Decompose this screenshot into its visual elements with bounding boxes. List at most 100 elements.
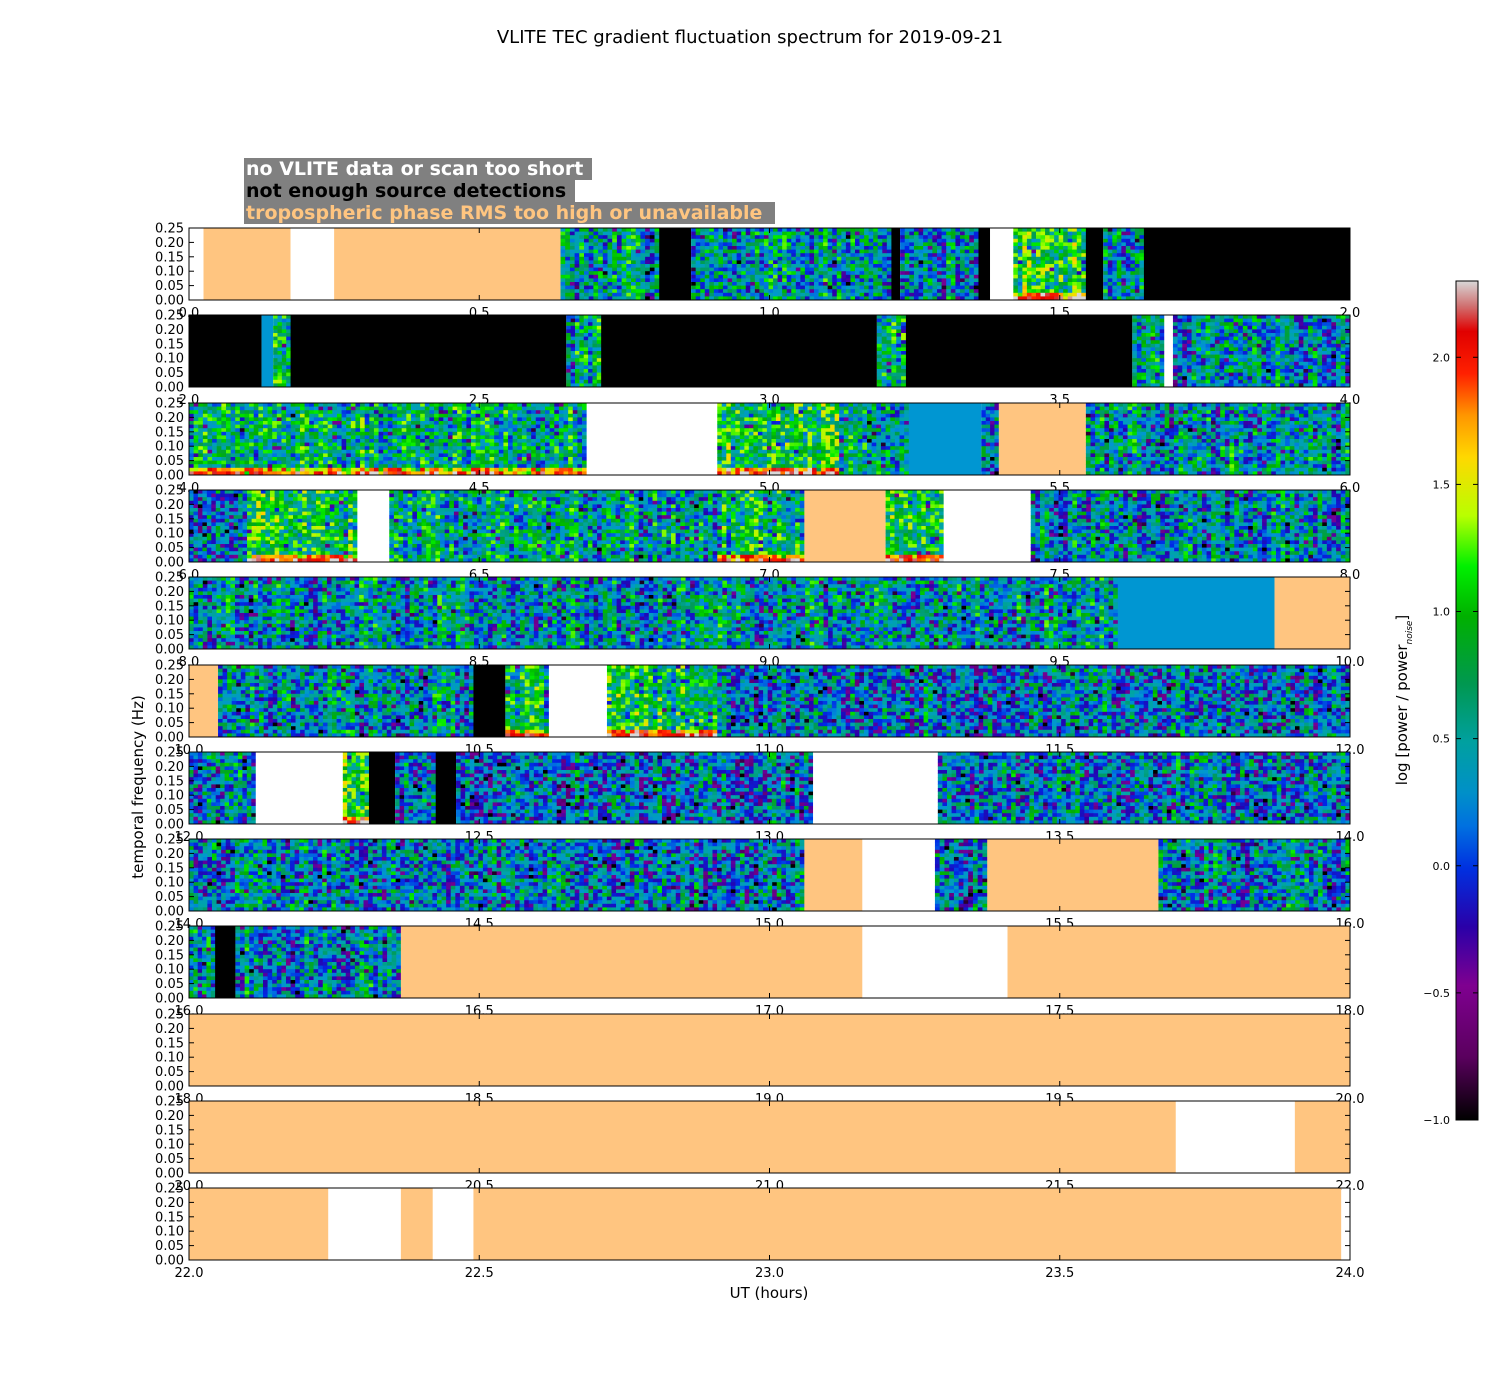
spectrum-cell bbox=[593, 239, 598, 243]
spectrum-cell bbox=[773, 239, 778, 243]
spectrum-cell bbox=[714, 282, 719, 286]
spectrum-cell bbox=[928, 293, 933, 297]
spectrum-cell bbox=[746, 268, 751, 272]
spectrum-cell bbox=[732, 271, 737, 275]
spectrum-cell bbox=[769, 282, 774, 286]
spectrum-cell bbox=[860, 239, 865, 243]
spectrum-cell bbox=[696, 260, 701, 264]
spectrum-cell bbox=[800, 260, 805, 264]
spectrum-cell bbox=[718, 239, 723, 243]
spectrum-cell bbox=[769, 264, 774, 268]
spectrum-cell bbox=[887, 275, 892, 279]
spectrum-cell bbox=[905, 260, 910, 264]
spectrum-cell bbox=[650, 289, 655, 293]
spectrum-cell bbox=[631, 242, 636, 246]
spectrum-cell bbox=[919, 271, 924, 275]
spectrum-cell bbox=[864, 260, 869, 264]
spectrum-cell bbox=[919, 282, 924, 286]
spectrum-cell bbox=[923, 271, 928, 275]
spectrum-cell bbox=[700, 239, 705, 243]
spectrum-cell bbox=[732, 275, 737, 279]
spectrum-cell bbox=[869, 289, 874, 293]
spectrum-cell bbox=[640, 260, 645, 264]
spectrum-cell bbox=[709, 228, 714, 232]
spectrum-cell bbox=[636, 228, 641, 232]
spectrum-cell bbox=[923, 275, 928, 279]
spectrum-cell bbox=[787, 293, 792, 297]
spectrum-cell bbox=[823, 242, 828, 246]
spectrum-cell bbox=[928, 257, 933, 261]
spectrum-cell bbox=[575, 268, 580, 272]
spectrum-cell bbox=[737, 293, 742, 297]
spectrum-cell bbox=[700, 278, 705, 282]
spectrum-cell bbox=[782, 282, 787, 286]
spectrum-cell bbox=[909, 282, 914, 286]
spectrum-cell bbox=[905, 286, 910, 290]
spectrum-cell bbox=[750, 228, 755, 232]
spectrum-cell bbox=[823, 282, 828, 286]
spectrum-cell bbox=[814, 268, 819, 272]
spectrum-cell bbox=[741, 257, 746, 261]
spectrum-cell bbox=[905, 268, 910, 272]
spectrum-cell bbox=[764, 289, 769, 293]
spectrum-cell bbox=[584, 275, 589, 279]
spectrum-cell bbox=[855, 293, 860, 297]
spectrum-cell bbox=[796, 228, 801, 232]
spectrum-cell bbox=[655, 268, 660, 272]
spectrum-cell bbox=[746, 257, 751, 261]
spectrum-cell bbox=[700, 232, 705, 236]
spectrum-cell bbox=[626, 242, 631, 246]
spectrum-cell bbox=[919, 242, 924, 246]
spectrum-cell bbox=[732, 257, 737, 261]
spectrum-cell bbox=[709, 235, 714, 239]
spectrum-cell bbox=[864, 246, 869, 250]
spectrum-cell bbox=[755, 264, 760, 268]
spectrum-cell bbox=[723, 278, 728, 282]
spectrum-cell bbox=[832, 260, 837, 264]
spectrum-cell bbox=[636, 268, 641, 272]
spectrum-cell bbox=[869, 275, 874, 279]
spectrum-cell bbox=[873, 268, 878, 272]
spectrum-cell bbox=[928, 253, 933, 257]
spectrum-cell bbox=[828, 232, 833, 236]
spectrum-cell bbox=[864, 286, 869, 290]
spectrum-cell bbox=[837, 268, 842, 272]
spectrum-cell bbox=[718, 286, 723, 290]
spectrum-cell bbox=[570, 264, 575, 268]
spectrum-cell bbox=[728, 271, 733, 275]
spectrum-cell bbox=[705, 282, 710, 286]
spectrum-cell bbox=[589, 250, 594, 254]
spectrum-cell bbox=[873, 235, 878, 239]
spectrum-cell bbox=[796, 268, 801, 272]
spectrum-cell bbox=[723, 228, 728, 232]
spectrum-cell bbox=[828, 239, 833, 243]
spectrum-cell bbox=[764, 268, 769, 272]
spectrum-cell bbox=[914, 239, 919, 243]
spectrum-cell bbox=[709, 242, 714, 246]
spectrum-cell bbox=[645, 286, 650, 290]
spectrum-cell bbox=[887, 260, 892, 264]
spectrum-cell bbox=[579, 257, 584, 261]
spectrum-cell bbox=[805, 246, 810, 250]
spectrum-cell bbox=[823, 271, 828, 275]
spectrum-cell bbox=[759, 228, 764, 232]
spectrum-cell bbox=[636, 260, 641, 264]
spectrum-cell bbox=[645, 268, 650, 272]
spectrum-cell bbox=[919, 235, 924, 239]
spectrum-cell bbox=[837, 260, 842, 264]
spectrum-cell bbox=[584, 257, 589, 261]
spectrum-cell bbox=[914, 235, 919, 239]
spectrum-cell bbox=[565, 239, 570, 243]
spectrum-cell bbox=[828, 293, 833, 297]
spectrum-cell bbox=[773, 289, 778, 293]
spectrum-cell bbox=[755, 289, 760, 293]
spectrum-cell bbox=[905, 232, 910, 236]
spectrum-cell bbox=[791, 260, 796, 264]
spectrum-cell bbox=[603, 293, 608, 297]
spectrum-cell bbox=[741, 278, 746, 282]
panel: 0.000.050.100.150.200.250.0 0.5 1.0 1.5 2.0 bbox=[155, 222, 1360, 322]
spectrum-cell bbox=[914, 264, 919, 268]
spectrum-cell bbox=[622, 257, 627, 261]
spectrum-cell bbox=[787, 250, 792, 254]
spectrum-cell bbox=[622, 278, 627, 282]
